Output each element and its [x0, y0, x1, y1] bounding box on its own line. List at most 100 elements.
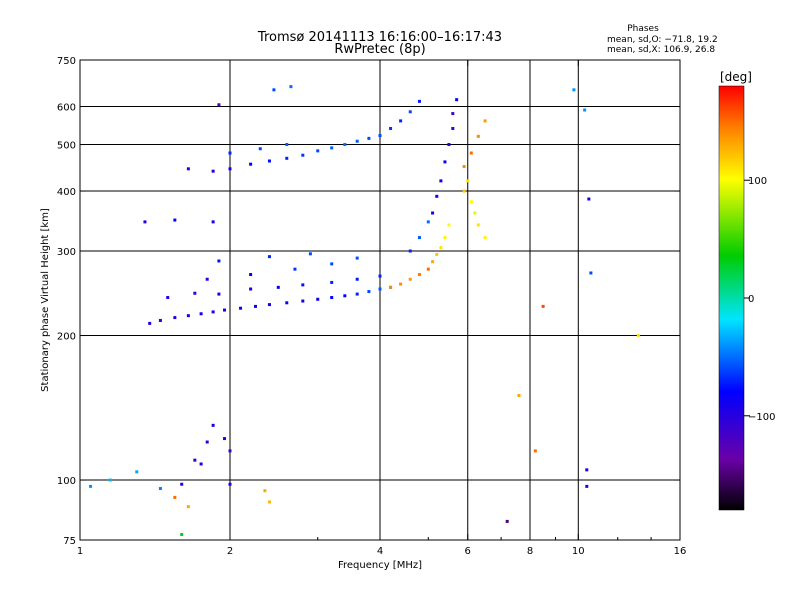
data-point	[205, 440, 209, 444]
data-point	[108, 478, 112, 482]
data-point	[417, 273, 421, 277]
data-point	[217, 292, 221, 296]
data-point	[186, 167, 190, 171]
colorbar-tick-label: 0	[748, 294, 754, 305]
legend-line-o: mean, sd,O: −71.8, 19.2	[607, 35, 718, 45]
data-point	[389, 285, 393, 289]
data-point	[583, 108, 587, 112]
data-point	[285, 143, 289, 147]
data-point	[587, 197, 591, 201]
data-point	[439, 179, 443, 183]
data-point	[483, 236, 487, 240]
data-point	[223, 308, 227, 312]
data-point	[276, 285, 280, 289]
data-point	[158, 318, 162, 322]
data-point	[455, 98, 459, 102]
data-point	[469, 151, 473, 155]
data-point	[205, 277, 209, 281]
data-point	[301, 283, 305, 287]
y-tick-label: 100	[57, 476, 76, 487]
data-point	[435, 253, 439, 257]
data-point	[249, 273, 253, 277]
data-point	[443, 236, 447, 240]
data-point	[439, 246, 443, 250]
data-point	[572, 88, 576, 92]
data-point	[417, 236, 421, 240]
data-point	[193, 458, 197, 462]
data-point	[211, 423, 215, 427]
data-point	[330, 296, 334, 300]
x-axis-label: Frequency [MHz]	[338, 560, 422, 571]
data-point	[267, 500, 271, 504]
colorbar-label: [deg]	[720, 70, 752, 84]
data-point	[462, 189, 466, 193]
data-point	[417, 99, 421, 103]
data-point	[143, 220, 147, 224]
data-point	[135, 470, 139, 474]
colorbar-tick-label: 100	[748, 176, 767, 187]
data-point	[466, 179, 470, 183]
data-point	[636, 334, 640, 338]
data-point	[355, 277, 359, 281]
data-point	[355, 139, 359, 143]
data-point	[367, 136, 371, 140]
data-point	[367, 290, 371, 294]
y-axis-label: Stationary phase Virtual Height [km]	[40, 208, 51, 392]
x-tick-label: 1	[77, 546, 83, 557]
data-point	[173, 316, 177, 320]
x-tick-label: 4	[377, 546, 383, 557]
data-point	[223, 437, 227, 441]
data-point	[239, 306, 243, 310]
y-tick-label: 200	[57, 332, 76, 343]
data-point	[505, 519, 509, 523]
data-point	[249, 162, 253, 166]
data-point	[589, 271, 593, 275]
data-point	[378, 287, 382, 291]
data-point	[272, 88, 276, 92]
data-point	[199, 312, 203, 316]
data-point	[389, 126, 393, 130]
data-point	[301, 299, 305, 303]
data-point	[533, 449, 537, 453]
y-tick-label: 400	[57, 187, 76, 198]
data-point	[249, 287, 253, 291]
data-point	[399, 282, 403, 286]
data-point	[285, 301, 289, 305]
x-tick-label: 2	[227, 546, 233, 557]
data-point	[408, 110, 412, 114]
grid-lines	[80, 60, 680, 540]
data-point	[89, 484, 93, 488]
data-point	[263, 489, 267, 493]
data-point	[267, 255, 271, 259]
data-point	[399, 119, 403, 123]
data-point	[473, 211, 477, 215]
data-point	[148, 321, 152, 325]
data-point	[211, 220, 215, 224]
x-tick-label: 16	[674, 546, 687, 557]
data-point	[308, 252, 312, 256]
x-tick-label: 8	[527, 546, 533, 557]
data-points	[89, 85, 640, 537]
data-point	[330, 262, 334, 266]
data-point	[301, 153, 305, 157]
data-point	[355, 292, 359, 296]
data-point	[267, 159, 271, 163]
data-point	[316, 149, 320, 153]
data-point	[541, 304, 545, 308]
data-point	[330, 280, 334, 284]
data-point	[435, 194, 439, 198]
data-point	[408, 249, 412, 253]
data-point	[431, 260, 435, 264]
data-point	[217, 103, 221, 107]
data-point	[293, 267, 297, 271]
data-point	[217, 259, 221, 263]
data-point	[330, 146, 334, 150]
data-point	[476, 223, 480, 227]
data-point	[426, 220, 430, 224]
colorbar-tick-label: −100	[748, 412, 775, 423]
data-point	[476, 134, 480, 138]
data-point	[426, 267, 430, 271]
data-point	[408, 277, 412, 281]
data-point	[173, 495, 177, 499]
